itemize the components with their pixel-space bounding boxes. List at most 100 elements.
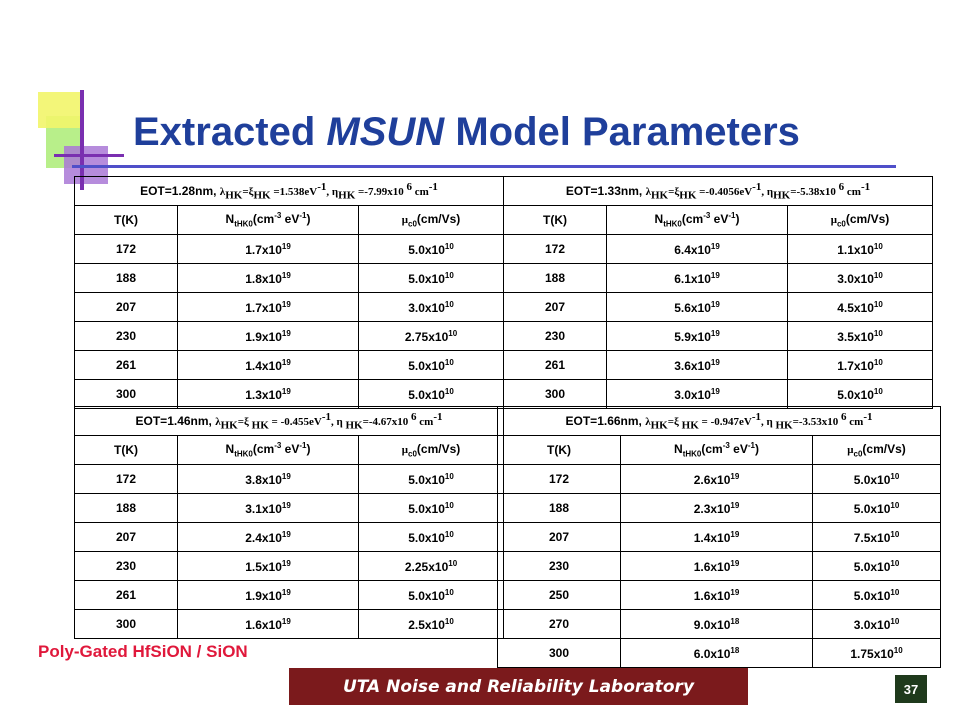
cell-trap-density: 1.3x1019 (177, 379, 359, 409)
title-rule (72, 165, 896, 168)
value-exponent: 19 (710, 357, 720, 367)
eta-exponent: 6 (838, 180, 845, 193)
eta-unit-exponent: -1 (860, 180, 871, 193)
cell-trap-density: 1.6x1019 (620, 580, 813, 610)
eot-text: EOT=1.46nm, (135, 413, 216, 428)
cell-mobility: 2.75x1010 (357, 321, 505, 351)
value-exponent: 19 (281, 328, 291, 338)
cell-trap-density: 1.8x1019 (177, 263, 359, 293)
column-header-mobility: μc0(cm/Vs) (357, 435, 505, 465)
value-mantissa: 1.1x10 (837, 242, 874, 257)
value-mantissa: 3.0x10 (853, 617, 891, 632)
mu-unit: (cm/Vs) (416, 441, 461, 456)
lambda-symbol: λ (645, 415, 651, 428)
hk-subscript: HK (338, 189, 356, 202)
footer-lab-name: UTA Noise and Reliability Laboratory (289, 668, 748, 705)
value-mantissa: 5.0x10 (837, 387, 874, 402)
value-mantissa: 2.3x10 (693, 501, 731, 516)
eta-value: =-3.53x10 (792, 415, 842, 428)
table-row: 230 1.6x1019 5.0x1010 (497, 551, 942, 581)
mu-subscript: c0 (408, 219, 417, 229)
value-mantissa: 5.0x10 (408, 387, 445, 402)
eta-unit-exponent: -1 (863, 410, 873, 423)
value-mantissa: 5.0x10 (853, 588, 891, 603)
value-mantissa: 1.9x10 (245, 588, 282, 603)
cell-mobility: 4.5x1010 (787, 292, 933, 322)
mu-unit: (cm/Vs) (862, 441, 906, 456)
table-row: 261 3.6x1019 1.7x1010 (503, 350, 933, 380)
hk-subscript: HK (225, 189, 243, 202)
value-exponent: 19 (730, 587, 740, 597)
table-row: 188 1.8x1019 5.0x1010 (74, 263, 505, 293)
cell-mobility: 5.0x1010 (811, 493, 942, 523)
table-row: 207 1.4x1019 7.5x1010 (497, 522, 942, 552)
cell-temperature: 207 (503, 292, 607, 322)
cell-trap-density: 6.4x1019 (606, 234, 788, 264)
value-mantissa: 9.0x10 (693, 617, 731, 632)
cell-mobility: 1.75x1010 (811, 638, 942, 668)
value-exponent: 19 (281, 471, 291, 481)
parameter-table-2: EOT=1.33nm, λHK=ξHK =-0.4056eV-1, ηHK=-5… (503, 176, 933, 409)
column-header-trap-density: NtHK0(cm-3 eV-1) (620, 435, 813, 465)
mu-subscript: c0 (408, 449, 417, 459)
cell-trap-density: 1.9x1019 (177, 580, 359, 610)
n-unit-exponent: -1 (299, 211, 307, 221)
cell-trap-density: 9.0x1018 (620, 609, 813, 639)
column-header-mobility: μc0(cm/Vs) (787, 205, 933, 235)
column-header-mobility: μc0(cm/Vs) (811, 435, 942, 465)
table-row: 172 2.6x1019 5.0x1010 (497, 464, 942, 494)
eta-value: =-7.99x10 (355, 185, 407, 198)
hk-subscript: HK (650, 419, 668, 432)
value-exponent: 19 (710, 241, 720, 251)
cell-temperature: 230 (503, 321, 607, 351)
n-subscript: tHK0 (234, 219, 253, 229)
cell-trap-density: 2.6x1019 (620, 464, 813, 494)
table-condition-header: EOT=1.46nm, λHK=ξ HK = -0.455eV-1, η HK=… (73, 406, 505, 436)
column-header-temperature: T(K) (497, 435, 621, 465)
cell-mobility: 5.0x1010 (357, 350, 505, 380)
cell-mobility: 5.0x1010 (811, 551, 942, 581)
n-unit: ) (306, 442, 311, 457)
cell-trap-density: 3.1x1019 (177, 493, 359, 523)
cell-temperature: 250 (497, 580, 621, 610)
value-mantissa: 2.6x10 (693, 472, 731, 487)
table-row: 300 1.6x1019 2.5x1010 (74, 609, 505, 639)
table-row: 207 1.7x1019 3.0x1010 (74, 292, 505, 322)
value-mantissa: 1.9x10 (245, 329, 282, 344)
hk-subscript: HK (650, 189, 669, 202)
title-text-model: MSUN (326, 110, 445, 154)
deco-yellow-square (38, 92, 82, 128)
value-mantissa: 3.8x10 (245, 472, 282, 487)
cell-mobility: 2.5x1010 (357, 609, 505, 639)
cell-mobility: 5.0x1010 (357, 464, 505, 494)
mu-symbol: μ (847, 443, 854, 456)
hk-subscript: HK (775, 419, 793, 432)
cell-temperature: 270 (497, 609, 621, 639)
eta-unit: cm (416, 415, 434, 428)
table-row: 300 3.0x1019 5.0x1010 (503, 379, 933, 409)
eta-unit-exponent: -1 (433, 410, 443, 423)
value-mantissa: 5.0x10 (408, 501, 445, 516)
cell-temperature: 230 (497, 551, 621, 581)
n-subscript: tHK0 (663, 219, 682, 229)
cell-mobility: 5.0x1010 (357, 493, 505, 523)
value-exponent: 18 (730, 645, 740, 655)
n-unit-exponent: -1 (299, 441, 307, 451)
cell-temperature: 261 (74, 350, 178, 380)
lambda-exponent: -1 (751, 410, 761, 423)
value-mantissa: 5.0x10 (853, 501, 891, 516)
cell-trap-density: 3.0x1019 (606, 379, 788, 409)
value-exponent: 19 (730, 500, 740, 510)
column-header-temperature: T(K) (74, 205, 178, 235)
mu-unit: (cm/Vs) (845, 211, 890, 226)
value-exponent: 19 (730, 558, 740, 568)
eta-exponent: 6 (406, 180, 412, 193)
cell-trap-density: 1.6x1019 (177, 609, 359, 639)
cell-trap-density: 3.6x1019 (606, 350, 788, 380)
eta-symbol: , η (330, 415, 346, 428)
xi-symbol: =ξ (667, 415, 682, 428)
value-exponent: 10 (873, 270, 883, 280)
value-exponent: 19 (281, 529, 291, 539)
cell-mobility: 5.0x1010 (811, 464, 942, 494)
eta-symbol: , η (760, 415, 776, 428)
